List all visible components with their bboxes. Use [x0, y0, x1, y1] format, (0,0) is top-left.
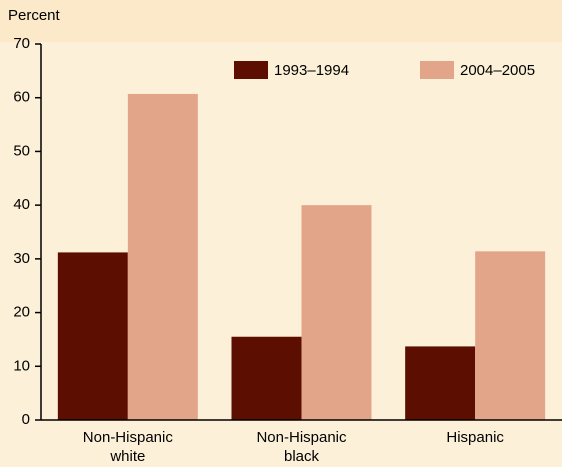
y-tick-label: 40	[13, 196, 30, 213]
x-tick-label: Hispanic	[446, 429, 504, 446]
y-tick-label: 50	[13, 142, 30, 159]
y-tick-label: 70	[13, 35, 30, 52]
legend-label: 2004–2005	[460, 62, 535, 79]
bar	[57, 252, 128, 420]
bar	[475, 251, 546, 420]
y-tick-label: 0	[22, 411, 30, 428]
y-tick-label: 10	[13, 357, 30, 374]
y-tick-label: 60	[13, 89, 30, 106]
bar	[405, 346, 476, 420]
x-tick-label: Non-Hispanic black	[256, 429, 347, 465]
bar	[231, 336, 302, 420]
x-tick-label: Non-Hispanic white	[82, 429, 173, 465]
header-band	[0, 0, 562, 42]
legend-label: 1993–1994	[274, 62, 349, 79]
bar	[127, 93, 198, 420]
y-tick-label: 30	[13, 250, 30, 267]
y-tick-label: 20	[13, 304, 30, 321]
legend-swatch	[234, 61, 268, 79]
y-axis-label: Percent	[8, 7, 61, 24]
legend-swatch	[420, 61, 454, 79]
bar	[301, 205, 372, 420]
